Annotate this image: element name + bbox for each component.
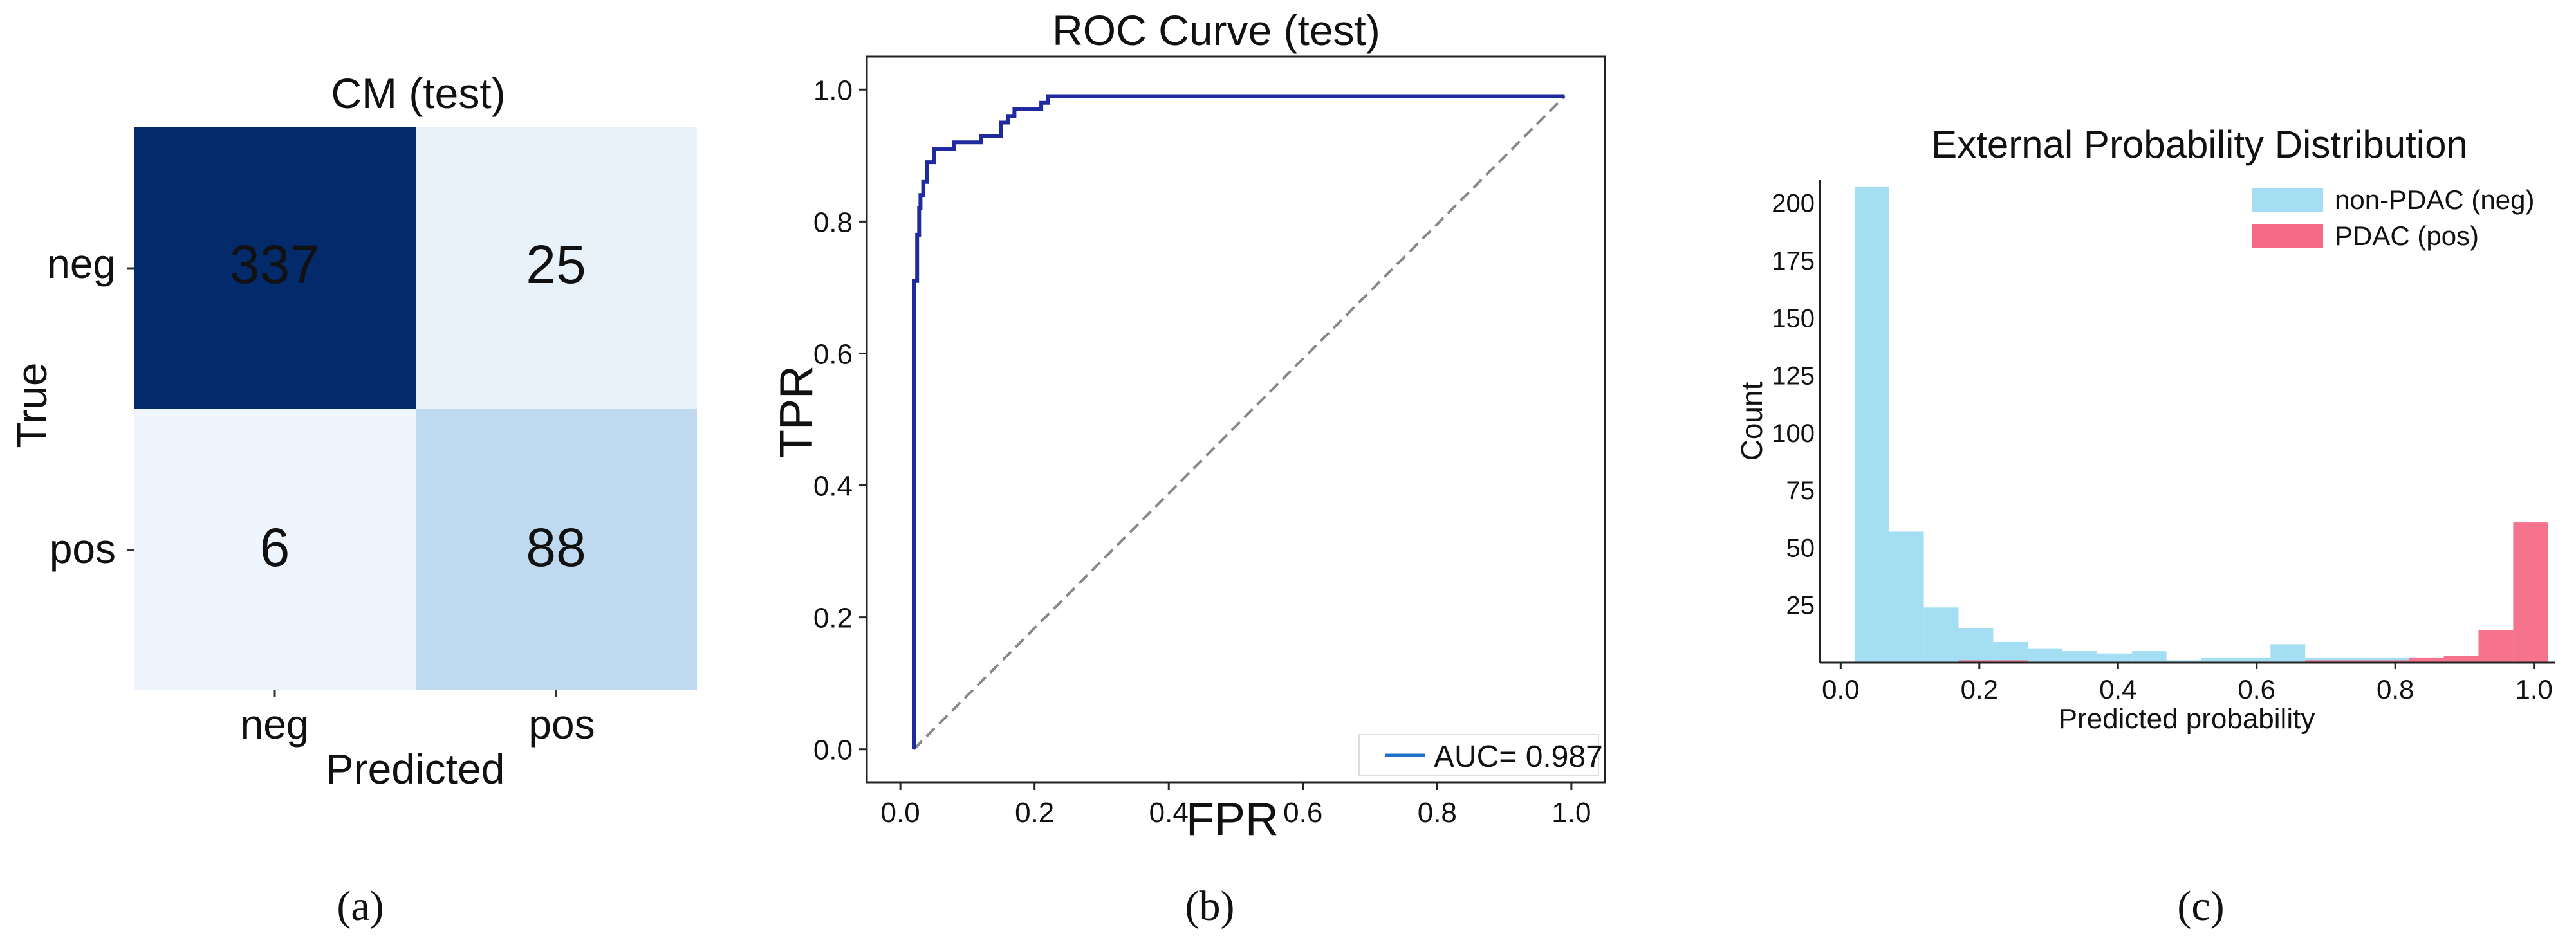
hist-bar-pos [2478,630,2514,663]
roc-x-axis: 0.0 0.2 0.4 0.6 0.8 1.0 [881,782,1591,829]
roc-title: ROC Curve (test) [1052,6,1380,54]
cm-ytick-neg: neg [47,241,116,287]
caption-a: (a) [337,883,384,930]
roc-xlabel: FPR [1186,794,1279,845]
hist-bar-neg [1958,628,1994,663]
hist-ytick-label: 75 [1786,477,1815,505]
hist-bar-neg [1854,187,1889,663]
hist-bar-pos [2513,522,2548,663]
roc-xtick-label: 0.8 [1418,797,1457,829]
hist-title: External Probability Distribution [1931,123,2468,166]
roc-ylabel: TPR [771,365,822,458]
roc-ytick-label: 1.0 [813,75,853,106]
cm-ylabel: True [8,362,55,448]
hist-bar-neg [2201,657,2236,663]
roc-y-axis: 0.0 0.2 0.4 0.6 0.8 1.0 [813,75,867,766]
hist-xtick-label: 0.6 [2238,674,2275,704]
caption-c: (c) [2177,883,2224,930]
cm-ytick-pos: pos [50,526,116,572]
hist-bar-neg [2166,660,2201,663]
roc-legend: AUC= 0.987 [1358,734,1603,776]
roc-ytick-label: 0.0 [813,735,853,766]
roc-xtick-label: 0.0 [881,797,920,829]
cm-value-pos-pos: 88 [526,517,586,578]
hist-xtick-label: 0.4 [2099,674,2136,704]
hist-legend-swatch-neg [2252,188,2323,212]
cm-value-pos-neg: 6 [260,517,290,578]
roc-ytick-label: 0.4 [813,471,853,502]
hist-legend-swatch-pos [2252,224,2323,248]
hist-xlabel: Predicted probability [2059,703,2315,735]
cm-xtick-pos: pos [528,701,595,748]
cm-xlabel: Predicted [326,745,505,793]
caption-b: (b) [1185,883,1235,930]
hist-legend-label-neg: non-PDAC (neg) [2335,185,2534,215]
hist-ytick-label: 175 [1772,247,1815,275]
roc-curve-line [912,94,1565,749]
hist-bar-pos [1993,660,2028,663]
hist-bar-neg [1923,607,1959,663]
hist-bar-neg [2028,648,2063,663]
hist-bar-pos [1958,660,1994,663]
hist-ytick-label: 125 [1772,362,1815,390]
roc-xtick-label: 0.2 [1015,797,1054,829]
panel-b-roc-curve: ROC Curve (test) 0.00.20.40.60.81.0 0.0 0… [771,6,1606,930]
hist-x-axis: 0.0 0.2 0.4 0.6 0.8 1.0 [1822,663,2553,704]
cm-title: CM (test) [331,69,505,117]
cm-cell-neg-pos [416,127,697,409]
hist-bar-pos [2409,657,2444,663]
roc-plot-frame [866,55,1606,784]
hist-ytick-label: 100 [1772,419,1815,448]
hist-bar-neg [1993,641,2028,663]
hist-bar-neg [2131,651,2167,663]
roc-chance-line [913,95,1566,751]
hist-bar-pos [2305,660,2340,663]
hist-xtick-label: 0.2 [1961,674,1998,704]
roc-ytick-label: 0.6 [813,338,853,370]
hist-ytick-label: 25 [1786,592,1815,620]
cm-value-neg-pos: 25 [526,234,586,295]
hist-bar-neg [2236,657,2271,663]
hist-bar-neg [2062,651,2097,663]
panel-a-confusion-matrix: CM (test) 337 25 6 88 neg pos neg pos Pr… [8,69,697,930]
hist-ytick-label: 50 [1786,534,1815,562]
hist-xtick-label: 0.8 [2377,674,2414,704]
hist-ylabel: Count [1735,381,1768,461]
roc-xtick-label: 0.6 [1283,797,1322,829]
roc-ytick-label: 0.2 [813,603,853,634]
cm-value-neg-neg: 337 [230,234,320,295]
hist-bar-neg [2270,644,2306,663]
cm-cell-pos-neg [134,409,416,690]
hist-series-pos [1958,522,2548,663]
hist-xtick-label: 0.0 [1822,674,1859,704]
roc-legend-label: AUC= 0.987 [1434,740,1603,774]
hist-bar-pos [2374,660,2409,663]
hist-y-axis: 25 50 75 100 125 150 175 200 [1772,190,1815,620]
panel-c-histogram: External Probability Distribution 25 50 75… [1735,123,2555,930]
hist-bar-neg [2097,653,2132,663]
roc-xtick-label: 1.0 [1552,797,1591,829]
roc-ytick-label: 0.8 [813,206,853,238]
hist-bar-neg [1889,531,1924,663]
hist-ytick-label: 200 [1772,190,1815,218]
hist-series-neg [1854,187,2409,663]
hist-bar-pos [2443,656,2479,663]
roc-xtick-label: 0.4 [1149,797,1189,829]
hist-bar-pos [2340,660,2375,663]
hist-legend-label-pos: PDAC (pos) [2335,221,2479,251]
cm-xtick-neg: neg [241,701,310,748]
hist-legend: non-PDAC (neg) PDAC (pos) [2252,185,2534,251]
hist-ytick-label: 150 [1772,304,1815,333]
cm-cell-neg-neg [134,127,416,409]
cm-cell-pos-pos [416,409,697,690]
hist-xtick-label: 1.0 [2515,674,2552,704]
